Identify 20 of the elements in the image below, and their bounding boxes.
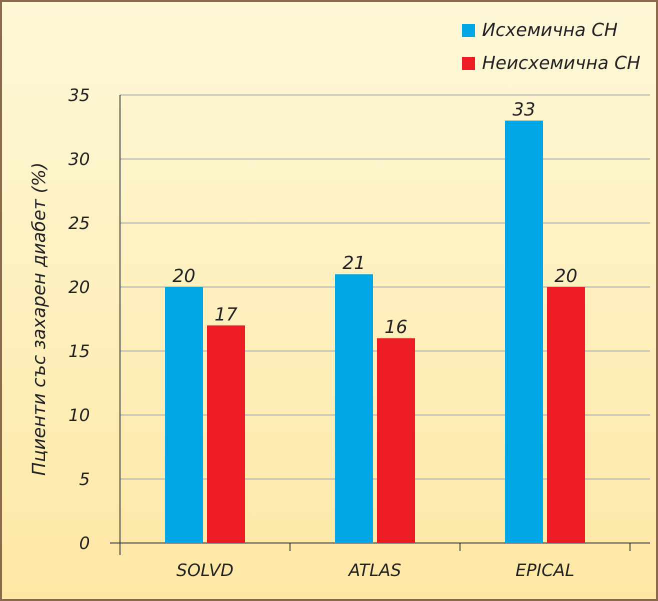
y-tick-label: 0	[79, 534, 90, 554]
data-label: 17	[214, 304, 238, 326]
y-tick-label: 30	[68, 150, 90, 170]
data-label: 21	[342, 253, 366, 274]
legend-label: Исхемична СН	[482, 20, 618, 41]
y-tick-label: 15	[68, 342, 90, 362]
x-tick-label: EPICAL	[516, 561, 574, 581]
y-tick-label: 5	[79, 470, 90, 490]
y-tick-label: 20	[68, 278, 90, 298]
data-label: 16	[384, 317, 408, 338]
y-tick-label: 25	[68, 214, 90, 234]
x-tick-label: ATLAS	[348, 561, 402, 581]
data-label: 33	[512, 100, 536, 121]
y-axis-title: Пциенти със захарен диабет (%)	[29, 162, 50, 476]
legend-label: Неисхемична СН	[482, 53, 641, 74]
x-tick-label: SOLVD	[176, 561, 234, 581]
y-tick-label: 35	[68, 86, 90, 106]
y-tick-label: 10	[68, 406, 90, 426]
data-label: 20	[554, 266, 578, 287]
data-label: 20	[172, 266, 196, 287]
